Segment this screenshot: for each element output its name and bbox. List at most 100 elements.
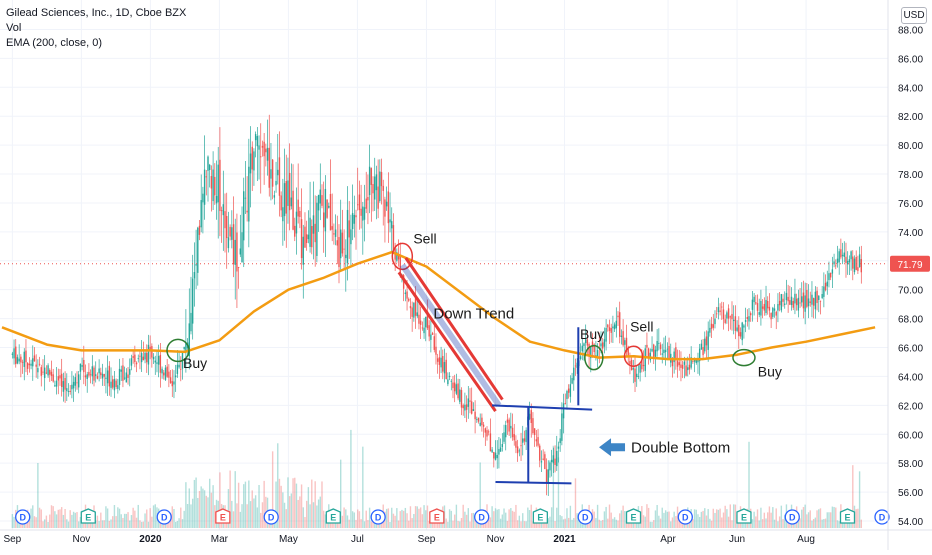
x-tick-label: Jun (729, 534, 745, 545)
candle-body (569, 384, 572, 397)
volume-bar (229, 470, 231, 528)
volume-bar (112, 516, 114, 528)
candle-body (675, 347, 677, 361)
candle-body (505, 425, 507, 438)
volume-bar (263, 480, 265, 528)
earnings-marker: E (215, 508, 231, 524)
volume-bar (294, 477, 296, 528)
candle-body (219, 159, 221, 211)
candle-body (360, 208, 362, 216)
candle-body (819, 300, 822, 302)
volume-bar (411, 518, 413, 528)
candle-body (600, 343, 602, 347)
volume-bar (42, 521, 44, 528)
volume-bar (658, 515, 660, 528)
volume-bar (346, 515, 349, 528)
candle-body (260, 156, 262, 158)
candle-body (826, 281, 828, 287)
volume-bar (809, 510, 811, 528)
volume-bar (246, 504, 248, 528)
candle-body (532, 418, 534, 434)
candle-body (93, 367, 95, 381)
candle-body (506, 419, 509, 423)
last-price-tag (890, 255, 930, 272)
symbol-title[interactable]: Gilead Sciences, Inc., 1D, Cboe BZX (6, 7, 187, 19)
volume-bar (516, 520, 519, 528)
candle-body (680, 364, 682, 368)
volume-bar (469, 521, 471, 528)
volume-bar (185, 482, 187, 528)
volume-bar (722, 512, 725, 528)
volume-bar (322, 510, 325, 528)
candle-body (418, 314, 420, 324)
dividend-marker: D (156, 509, 172, 525)
trend-line-upper (404, 257, 504, 401)
volume-bar (110, 519, 112, 528)
volume-bar (668, 511, 670, 528)
candle-body (43, 367, 46, 379)
candle-body (748, 316, 750, 322)
volume-bar (312, 502, 315, 528)
x-tick-label: Sep (418, 534, 436, 545)
candle-body (385, 201, 388, 207)
candle-body (13, 348, 15, 359)
candle-body (741, 322, 743, 341)
marker-letter: D (268, 513, 275, 523)
volume-bar (256, 507, 259, 528)
ema-indicator-label[interactable]: EMA (200, close, 0) (6, 37, 102, 49)
earnings-marker: E (80, 508, 96, 524)
candle-body (100, 372, 102, 376)
volume-bar (833, 506, 835, 528)
volume-bar (617, 520, 619, 528)
volume-bar (601, 519, 604, 528)
volume-bar (462, 504, 464, 528)
candle-body (297, 199, 299, 217)
candle-body (132, 356, 134, 358)
candle-body (801, 296, 803, 303)
currency-button[interactable]: USD (901, 7, 927, 24)
volume-bar (122, 517, 124, 528)
candle-body (547, 469, 549, 483)
candle-body (794, 293, 796, 304)
volume-bar (105, 506, 107, 528)
volume-bar (768, 506, 771, 528)
candle-body (217, 164, 219, 203)
volume-bar (571, 519, 573, 528)
volume-bar (137, 504, 139, 528)
volume-bar (693, 509, 696, 528)
volume-bar (79, 516, 82, 528)
volume-bar (488, 514, 490, 528)
volume-bar (324, 514, 327, 528)
candle-body (404, 292, 407, 295)
candle-body (787, 296, 789, 302)
candle-body (644, 348, 646, 371)
candle-body (81, 365, 83, 367)
candle-body (850, 251, 852, 260)
candle-body (292, 190, 294, 230)
candle-body (516, 446, 519, 454)
volume-bar (152, 505, 155, 528)
candle-body (307, 234, 310, 240)
volume-bar (763, 512, 766, 528)
volume-bar (62, 514, 65, 528)
marker-letter: E (85, 513, 91, 523)
candle-body (533, 428, 536, 436)
candle-body (197, 227, 199, 273)
buy-label: Buy (183, 355, 207, 371)
candle-body (338, 237, 340, 268)
volume-bar (385, 508, 388, 528)
candle-body (372, 183, 374, 194)
volume-bar (756, 509, 759, 528)
volume-bar (663, 512, 665, 528)
marker-letter: D (789, 513, 796, 523)
neckline (491, 404, 593, 411)
volume-bar (459, 521, 461, 528)
volume-bar (445, 518, 447, 528)
candle-body (712, 324, 714, 328)
volume-indicator-label[interactable]: Vol (6, 22, 22, 34)
candle-body (753, 296, 755, 303)
candle-body (86, 374, 88, 379)
candle-body (227, 237, 230, 249)
